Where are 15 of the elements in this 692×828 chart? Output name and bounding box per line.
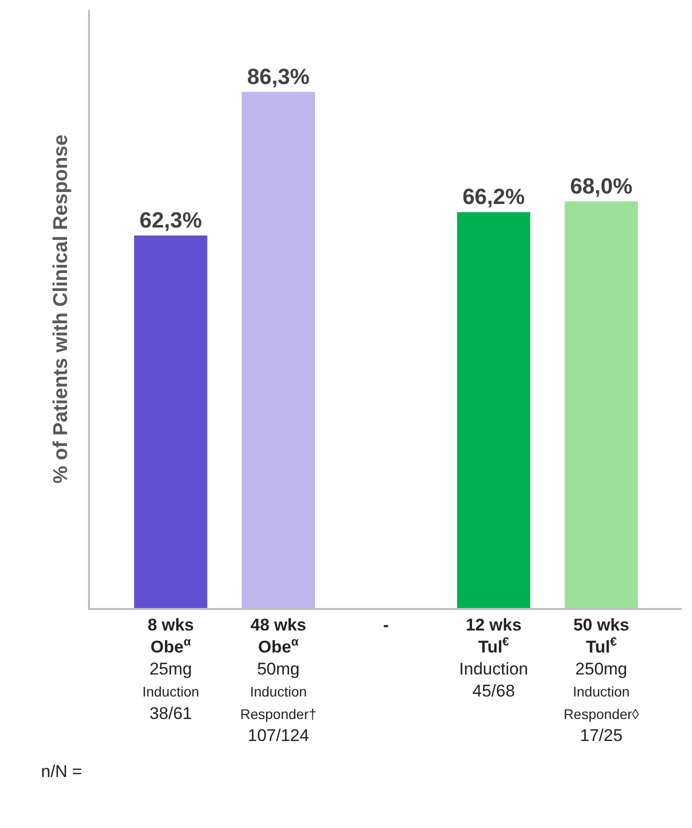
y-axis-title: % of Patients with Clinical Response [50, 134, 72, 484]
x-tick-label: 48 wks Obe$^{α}$ 50mg Induction Responder† 107/124 [240, 615, 316, 745]
x-tick-label: 12 wks Tul$^{€}$ Induction 45/68 [459, 615, 528, 701]
data-label: 66,2% [462, 184, 525, 210]
data-label: 86,3% [247, 64, 310, 89]
x-tick-label: 50 wks Tul$^{€}$ 250mg Induction Responder◊ 17/25 [564, 615, 640, 745]
bar [564, 201, 638, 608]
data-label: 68,0% [570, 173, 632, 198]
text: n/N = [41, 762, 82, 781]
x-tick-label: 8 wks Obe$^{α}$ 25mg Induction 38/61 [142, 615, 200, 723]
x-tick-label: - [383, 615, 389, 634]
bar [134, 235, 208, 608]
bar [457, 212, 530, 608]
data-label: 62,3% [140, 207, 202, 232]
bar [242, 92, 315, 608]
